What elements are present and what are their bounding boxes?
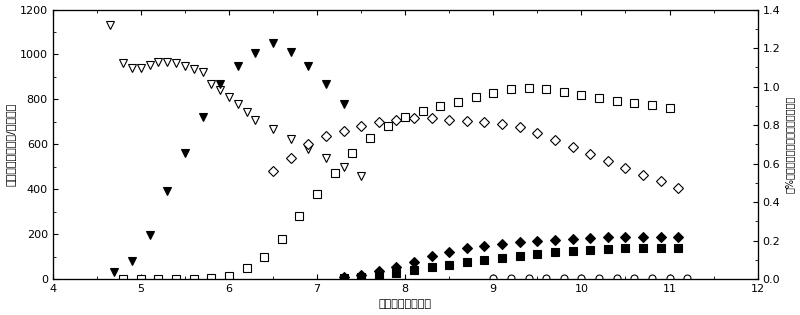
X-axis label: 偏置电压（伏特）: 偏置电压（伏特） (378, 300, 432, 309)
Y-axis label: （%）量子效率及光效率和功率效率: （%）量子效率及光效率和功率效率 (785, 96, 794, 193)
Y-axis label: 发光亮度（干德拉/平方米）: 发光亮度（干德拉/平方米） (6, 103, 15, 186)
